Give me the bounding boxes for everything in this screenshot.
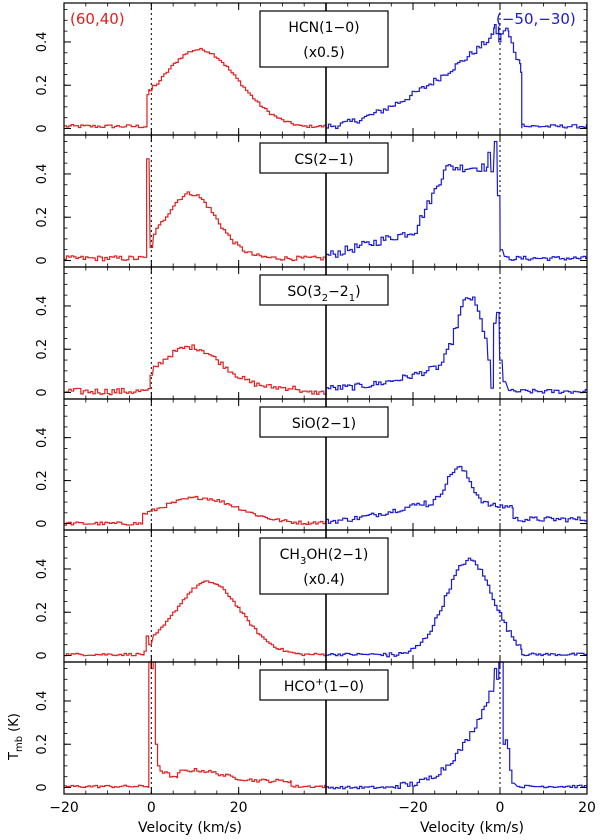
spectrum-left-hcn [64, 47, 326, 129]
y-tick-label: 0.2 [35, 470, 50, 491]
position-label-right: (−50,−30) [496, 10, 576, 28]
x-tick-label-left: 0 [147, 800, 156, 816]
y-tick-label: 0 [35, 651, 50, 659]
spectrum-right-sio [326, 465, 587, 524]
molecule-label-box [259, 274, 389, 306]
y-tick-label: 0 [35, 388, 50, 396]
y-tick-label: 0.2 [35, 734, 50, 755]
y-tick-label: 0 [35, 519, 50, 527]
x-tick-label-right: 0 [496, 800, 505, 816]
molecule-label: CH3OH(2−1) [280, 547, 369, 567]
y-tick-label: 0.2 [35, 207, 50, 228]
x-tick-label-right: 20 [578, 800, 596, 816]
x-axis-label-left: Velocity (km/s) [138, 820, 242, 836]
molecule-label-box [259, 10, 389, 68]
molecule-label-box [259, 142, 389, 174]
molecule-label: HCN(1−0) [288, 20, 359, 36]
spectrum-left-sio [64, 495, 326, 526]
molecule-label-box [259, 669, 389, 701]
spectrum-right-cs [326, 140, 587, 261]
y-tick-label: 0.4 [35, 164, 50, 185]
spectrum-left-cs [64, 158, 327, 262]
y-tick-label: 0.2 [35, 602, 50, 623]
position-label-left: (60,40) [70, 10, 125, 28]
spectrum-right-so [326, 296, 587, 394]
panel-hcn: 0 0.2 0.4 HCN(1−0) (x0.5) (60,40) (−50,−30) [35, 2, 588, 136]
spectrum-right-ch3oh [326, 557, 587, 658]
y-tick-label: 0.4 [35, 559, 50, 580]
scale-factor-label: (x0.4) [303, 572, 344, 588]
scale-factor-label: (x0.5) [303, 45, 344, 61]
x-axis-label-right: Velocity (km/s) [420, 820, 524, 836]
molecule-label-box [259, 537, 389, 595]
y-axis-label: Tmb (K) [7, 713, 25, 761]
panel-so: 0 0.2 0.4 SO(32−21) [35, 266, 588, 400]
x-tick-label-left: 20 [230, 800, 248, 816]
spectrum-left-hcop [64, 661, 326, 789]
molecule-label: SiO(2−1) [292, 416, 356, 432]
y-tick-label: 0.4 [35, 427, 50, 448]
y-tick-label: 0.4 [35, 691, 50, 712]
x-tick-label-right: −20 [398, 800, 428, 816]
panel-cs: 0 0.2 0.4 CS(2−1) [35, 134, 588, 268]
spectrum-left-ch3oh [64, 580, 326, 657]
molecule-label: CS(2−1) [294, 152, 353, 168]
molecule-label: HCO+(1−0) [284, 677, 364, 695]
y-tick-label: 0.2 [35, 339, 50, 360]
y-tick-label: 0 [35, 256, 50, 264]
y-tick-label: 0 [35, 783, 50, 791]
spectrum-right-hcn [326, 24, 587, 130]
y-tick-label: 0.2 [35, 75, 50, 96]
x-tick-label-left: −20 [49, 800, 79, 816]
y-tick-label: 0 [35, 124, 50, 132]
panel-hcop: 0 0.2 0.4 HCO+(1−0) [35, 661, 588, 795]
spectrum-left-so [64, 344, 326, 396]
molecule-label: SO(32−21) [287, 284, 360, 304]
panel-sio: 0 0.2 0.4 SiO(2−1) [35, 398, 588, 531]
spectrum-right-hcop [326, 661, 588, 790]
molecule-label-box [259, 406, 389, 438]
y-tick-label: 0.4 [35, 296, 50, 317]
y-tick-label: 0.4 [35, 32, 50, 53]
panel-ch3oh: 0 0.2 0.4 CH3OH(2−1) (x0.4) [35, 529, 588, 663]
